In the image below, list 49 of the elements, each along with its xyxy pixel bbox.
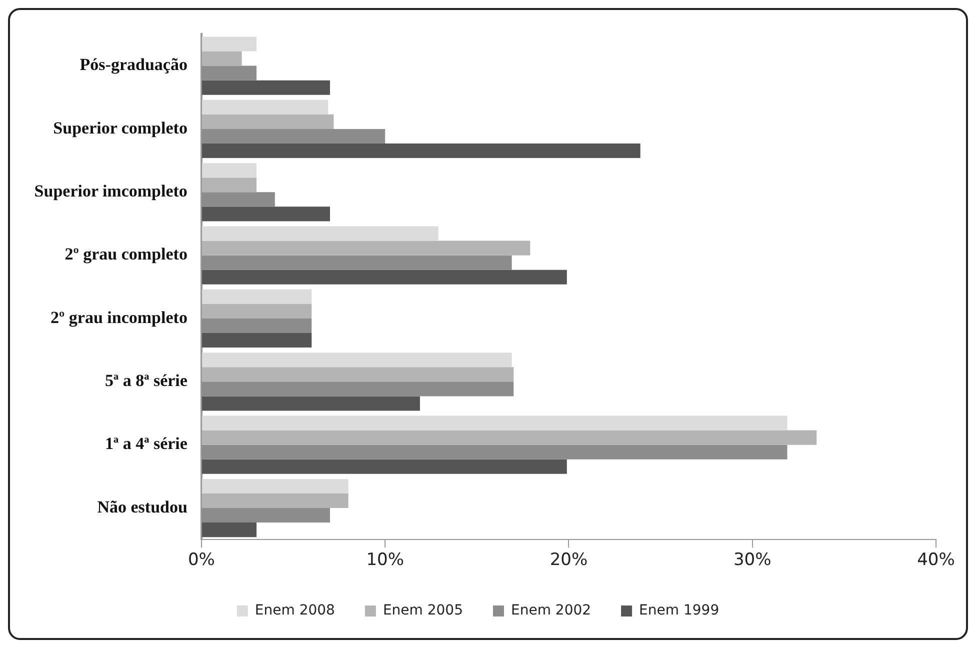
y-tick-label: Pós-graduação xyxy=(80,55,188,74)
bar xyxy=(202,128,386,144)
bar xyxy=(202,36,257,52)
bar xyxy=(202,367,514,382)
x-tick-label: 20% xyxy=(550,550,588,570)
legend-label: Enem 1999 xyxy=(639,602,720,619)
legend-label: Enem 2005 xyxy=(382,602,464,619)
legend-label: Enem 2008 xyxy=(254,602,335,619)
bar xyxy=(202,430,817,445)
bar xyxy=(202,522,257,538)
y-tick-label: 5ª a 8ª série xyxy=(105,371,188,390)
bar xyxy=(202,114,334,129)
bar xyxy=(202,240,530,256)
x-tick-label: 30% xyxy=(733,550,772,570)
bar xyxy=(202,382,514,396)
bar xyxy=(202,255,512,270)
x-tick-label: 10% xyxy=(366,550,404,570)
y-tick-label: 1ª a 4ª série xyxy=(105,434,188,454)
bar xyxy=(202,396,420,411)
x-tick-label: 0% xyxy=(188,550,215,570)
bar xyxy=(202,352,512,368)
bar xyxy=(202,444,788,460)
bar xyxy=(202,206,330,222)
bar xyxy=(202,100,328,114)
bar xyxy=(202,226,438,241)
bar xyxy=(202,333,312,348)
bar xyxy=(202,163,257,178)
bar xyxy=(202,143,640,158)
bar xyxy=(202,318,312,334)
bar xyxy=(202,493,348,508)
bar xyxy=(202,416,788,430)
y-tick-label: 2º grau incompleto xyxy=(50,308,188,327)
bar xyxy=(202,289,312,304)
x-tick-label: 40% xyxy=(917,550,955,570)
bar xyxy=(202,66,257,80)
y-tick-label: Superior completo xyxy=(53,118,188,138)
y-tick-label: 2º grau completo xyxy=(64,244,188,264)
legend-label: Enem 2002 xyxy=(511,602,592,619)
bar xyxy=(202,80,330,95)
bar xyxy=(202,51,242,66)
bar xyxy=(202,178,257,192)
bar xyxy=(202,508,330,523)
bar xyxy=(202,478,348,494)
bar xyxy=(202,192,275,207)
bar xyxy=(202,270,567,284)
bar xyxy=(202,459,567,474)
y-tick-label: Não estudou xyxy=(97,497,188,516)
bar xyxy=(202,304,312,318)
y-tick-label: Superior imcompleto xyxy=(34,182,188,201)
